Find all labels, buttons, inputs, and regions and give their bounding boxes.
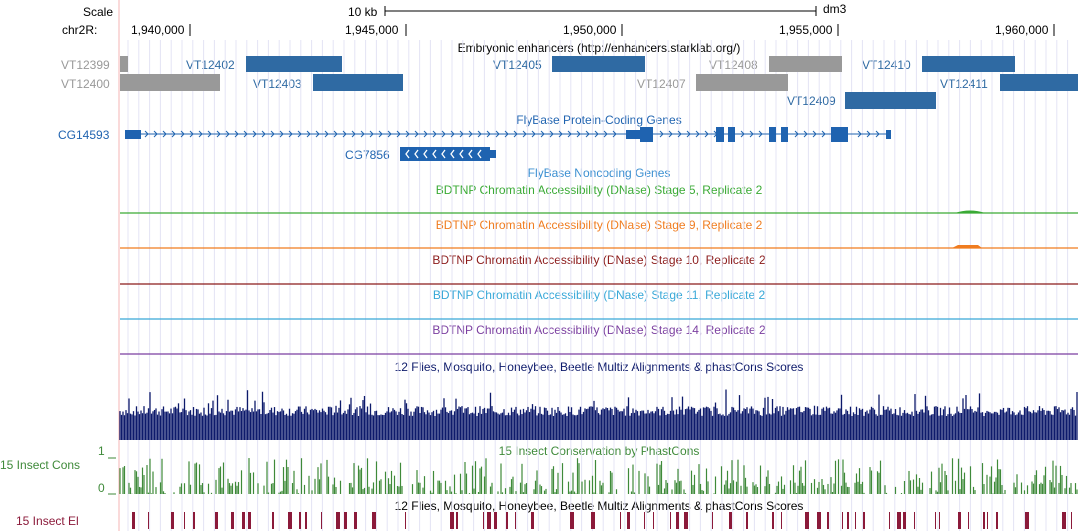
dnase-track-title[interactable]: BDTNP Chromatin Accessibility (DNase) St… — [432, 288, 766, 302]
gene-label[interactable]: CG14593 — [58, 128, 110, 142]
assembly-label: dm3 — [823, 2, 847, 16]
enhancer-box — [246, 56, 342, 72]
genes-track-title[interactable]: FlyBase Protein-Coding Genes — [516, 113, 682, 127]
enhancer-label[interactable]: VT12410 — [862, 58, 911, 72]
dnase-track-title[interactable]: BDTNP Chromatin Accessibility (DNase) St… — [432, 323, 766, 337]
tick-label: 1,955,000 — [779, 23, 833, 37]
multiz-track-title[interactable]: 12 Flies, Mosquito, Honeybee, Beetle Mul… — [394, 360, 804, 374]
enhancer-label[interactable]: VT12407 — [637, 77, 686, 91]
enhancers-track-title[interactable]: Embryonic enhancers (http://enhancers.st… — [457, 41, 741, 55]
gene-model-cg14593 — [125, 127, 891, 142]
scale-bar-label: 10 kb — [348, 5, 378, 19]
enhancer-label[interactable]: VT12409 — [787, 94, 836, 108]
elements-side-label[interactable]: 15 Insect El — [16, 514, 79, 528]
chrom-label: chr2R: — [62, 23, 98, 37]
enhancer-label[interactable]: VT12411 — [940, 77, 988, 91]
phastcons-side-label[interactable]: 15 Insect Cons — [0, 458, 81, 472]
enhancer-box — [769, 56, 842, 72]
enhancer-label[interactable]: VT12399 — [61, 58, 110, 72]
enhancer-label[interactable]: VT12402 — [186, 58, 235, 72]
scale-label: Scale — [83, 5, 114, 19]
enhancer-label[interactable]: VT12400 — [61, 77, 110, 91]
enhancer-label[interactable]: VT12405 — [493, 58, 542, 72]
enhancer-label[interactable]: VT12408 — [709, 58, 758, 72]
enhancer-box — [120, 74, 220, 91]
phastcons-ymax: 1 — [98, 444, 105, 458]
phastcons-ymin: 0 — [98, 481, 105, 495]
enhancer-box — [1000, 74, 1078, 91]
enhancer-box — [552, 56, 645, 72]
noncoding-track-title[interactable]: FlyBase Noncoding Genes — [527, 166, 671, 180]
dnase-track-title[interactable]: BDTNP Chromatin Accessibility (DNase) St… — [435, 218, 763, 232]
ruler-ticks — [189, 24, 1055, 36]
enhancer-box — [313, 74, 403, 91]
dnase-track-title[interactable]: BDTNP Chromatin Accessibility (DNase) St… — [435, 183, 763, 197]
scale-bar — [384, 6, 817, 16]
tick-label: 1,945,000 — [345, 23, 399, 37]
enhancer-box — [120, 56, 128, 72]
gene-label[interactable]: CG7856 — [345, 148, 390, 162]
enhancer-box — [845, 92, 936, 109]
enhancer-box — [922, 56, 1015, 72]
enhancer-box — [696, 74, 788, 91]
elements-track-title[interactable]: 12 Flies, Mosquito, Honeybee, Beetle Mul… — [394, 499, 804, 513]
gene-model-cg7856 — [400, 147, 496, 161]
tick-label: 1,940,000 — [131, 23, 185, 37]
dnase-track-title[interactable]: BDTNP Chromatin Accessibility (DNase) St… — [432, 253, 766, 267]
tick-label: 1,950,000 — [563, 23, 617, 37]
tick-label: 1,960,000 — [995, 23, 1049, 37]
